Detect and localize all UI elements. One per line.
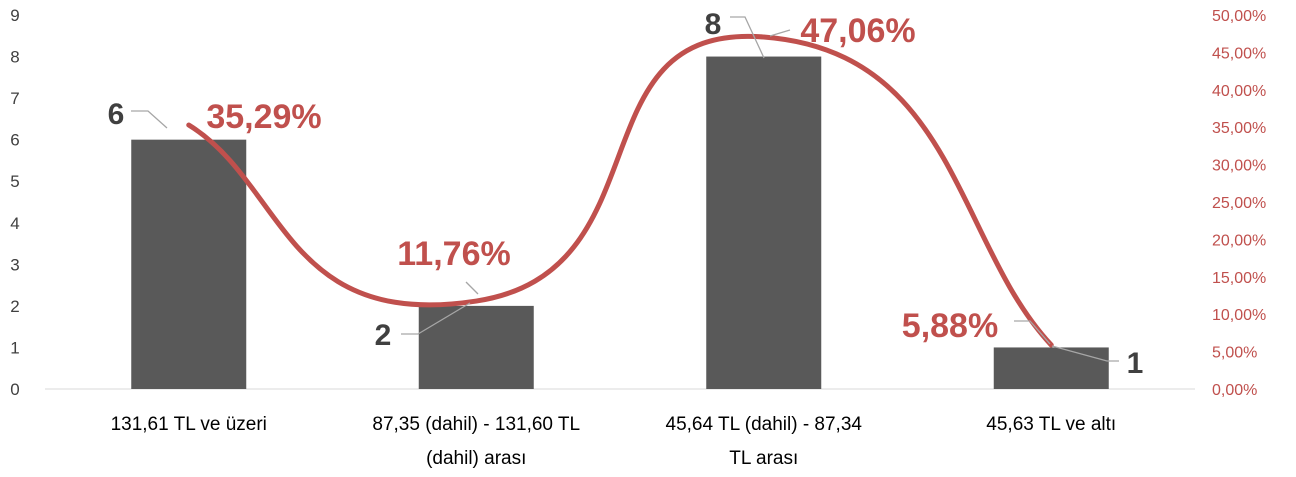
percentage-value-label: 5,88%: [902, 307, 998, 345]
bar-value-label: 2: [375, 319, 392, 352]
left-axis-tick-label: 6: [10, 131, 19, 150]
right-axis-tick-label: 20,00%: [1212, 232, 1266, 249]
right-axis-tick-label: 35,00%: [1212, 120, 1266, 137]
bar: [131, 139, 247, 389]
left-axis-tick-label: 1: [10, 338, 19, 357]
bar-value-label: 8: [705, 8, 722, 41]
leader-line: [131, 110, 168, 129]
leader-line: [1051, 345, 1119, 362]
leader-line: [401, 302, 471, 335]
percentage-line: [186, 33, 1054, 348]
category-label: 131,61 TL ve üzeri: [111, 414, 267, 435]
percentage-value-label: 47,06%: [800, 12, 915, 50]
leader-line: [769, 29, 791, 37]
bar-series: [131, 56, 1109, 390]
right-axis-tick-label: 5,00%: [1212, 345, 1257, 362]
line-data-labels: 35,29% 11,76% 47,06% 5,88%: [206, 12, 998, 345]
left-axis-tick-label: 3: [10, 255, 19, 274]
left-axis-tick-label: 0: [10, 380, 19, 399]
right-axis-tick-label: 45,00%: [1212, 45, 1266, 62]
left-axis-tick-label: 9: [10, 6, 19, 25]
left-axis-tick-label: 4: [10, 214, 19, 233]
category-label: 45,63 TL ve altı: [986, 414, 1116, 435]
right-axis-tick-label: 15,00%: [1212, 270, 1266, 287]
line-series: [186, 33, 1054, 348]
left-axis-ticks: 0 1 2 3 4 5 6 7 8 9: [10, 6, 19, 399]
percentage-value-label: 35,29%: [206, 98, 321, 136]
bar-value-label: 1: [1127, 347, 1144, 380]
left-axis-tick-label: 8: [10, 48, 19, 67]
bar-data-labels: 6 2 8 1: [108, 8, 1144, 380]
leader-line: [465, 281, 479, 295]
leader-line: [1014, 320, 1051, 345]
leader-line: [730, 16, 765, 59]
category-label: 45,64 TL (dahil) - 87,34 TL arası: [666, 414, 863, 469]
right-axis-tick-label: 50,00%: [1212, 8, 1266, 25]
bar: [418, 305, 534, 389]
category-label: 87,35 (dahil) - 131,60 TL (dahil) arası: [372, 414, 580, 469]
right-axis-tick-label: 0,00%: [1212, 382, 1257, 399]
bar-value-label: 6: [108, 98, 125, 131]
right-axis-ticks: 0,00% 5,00% 10,00% 15,00% 20,00% 25,00% 30,00%…: [1212, 8, 1266, 399]
right-axis-tick-label: 40,00%: [1212, 83, 1266, 100]
category-labels: 131,61 TL ve üzeri 87,35 (dahil) - 131,60…: [111, 414, 1117, 469]
left-axis-tick-label: 7: [10, 89, 19, 108]
right-axis-tick-label: 30,00%: [1212, 158, 1266, 175]
left-axis-tick-label: 5: [10, 172, 19, 191]
bar: [706, 56, 822, 390]
right-axis-tick-label: 25,00%: [1212, 195, 1266, 212]
label-leader-lines: [131, 16, 1119, 362]
left-axis-tick-label: 2: [10, 297, 19, 316]
percentage-value-label: 11,76%: [397, 235, 510, 273]
right-axis-tick-label: 10,00%: [1212, 307, 1266, 324]
bar: [993, 347, 1109, 389]
